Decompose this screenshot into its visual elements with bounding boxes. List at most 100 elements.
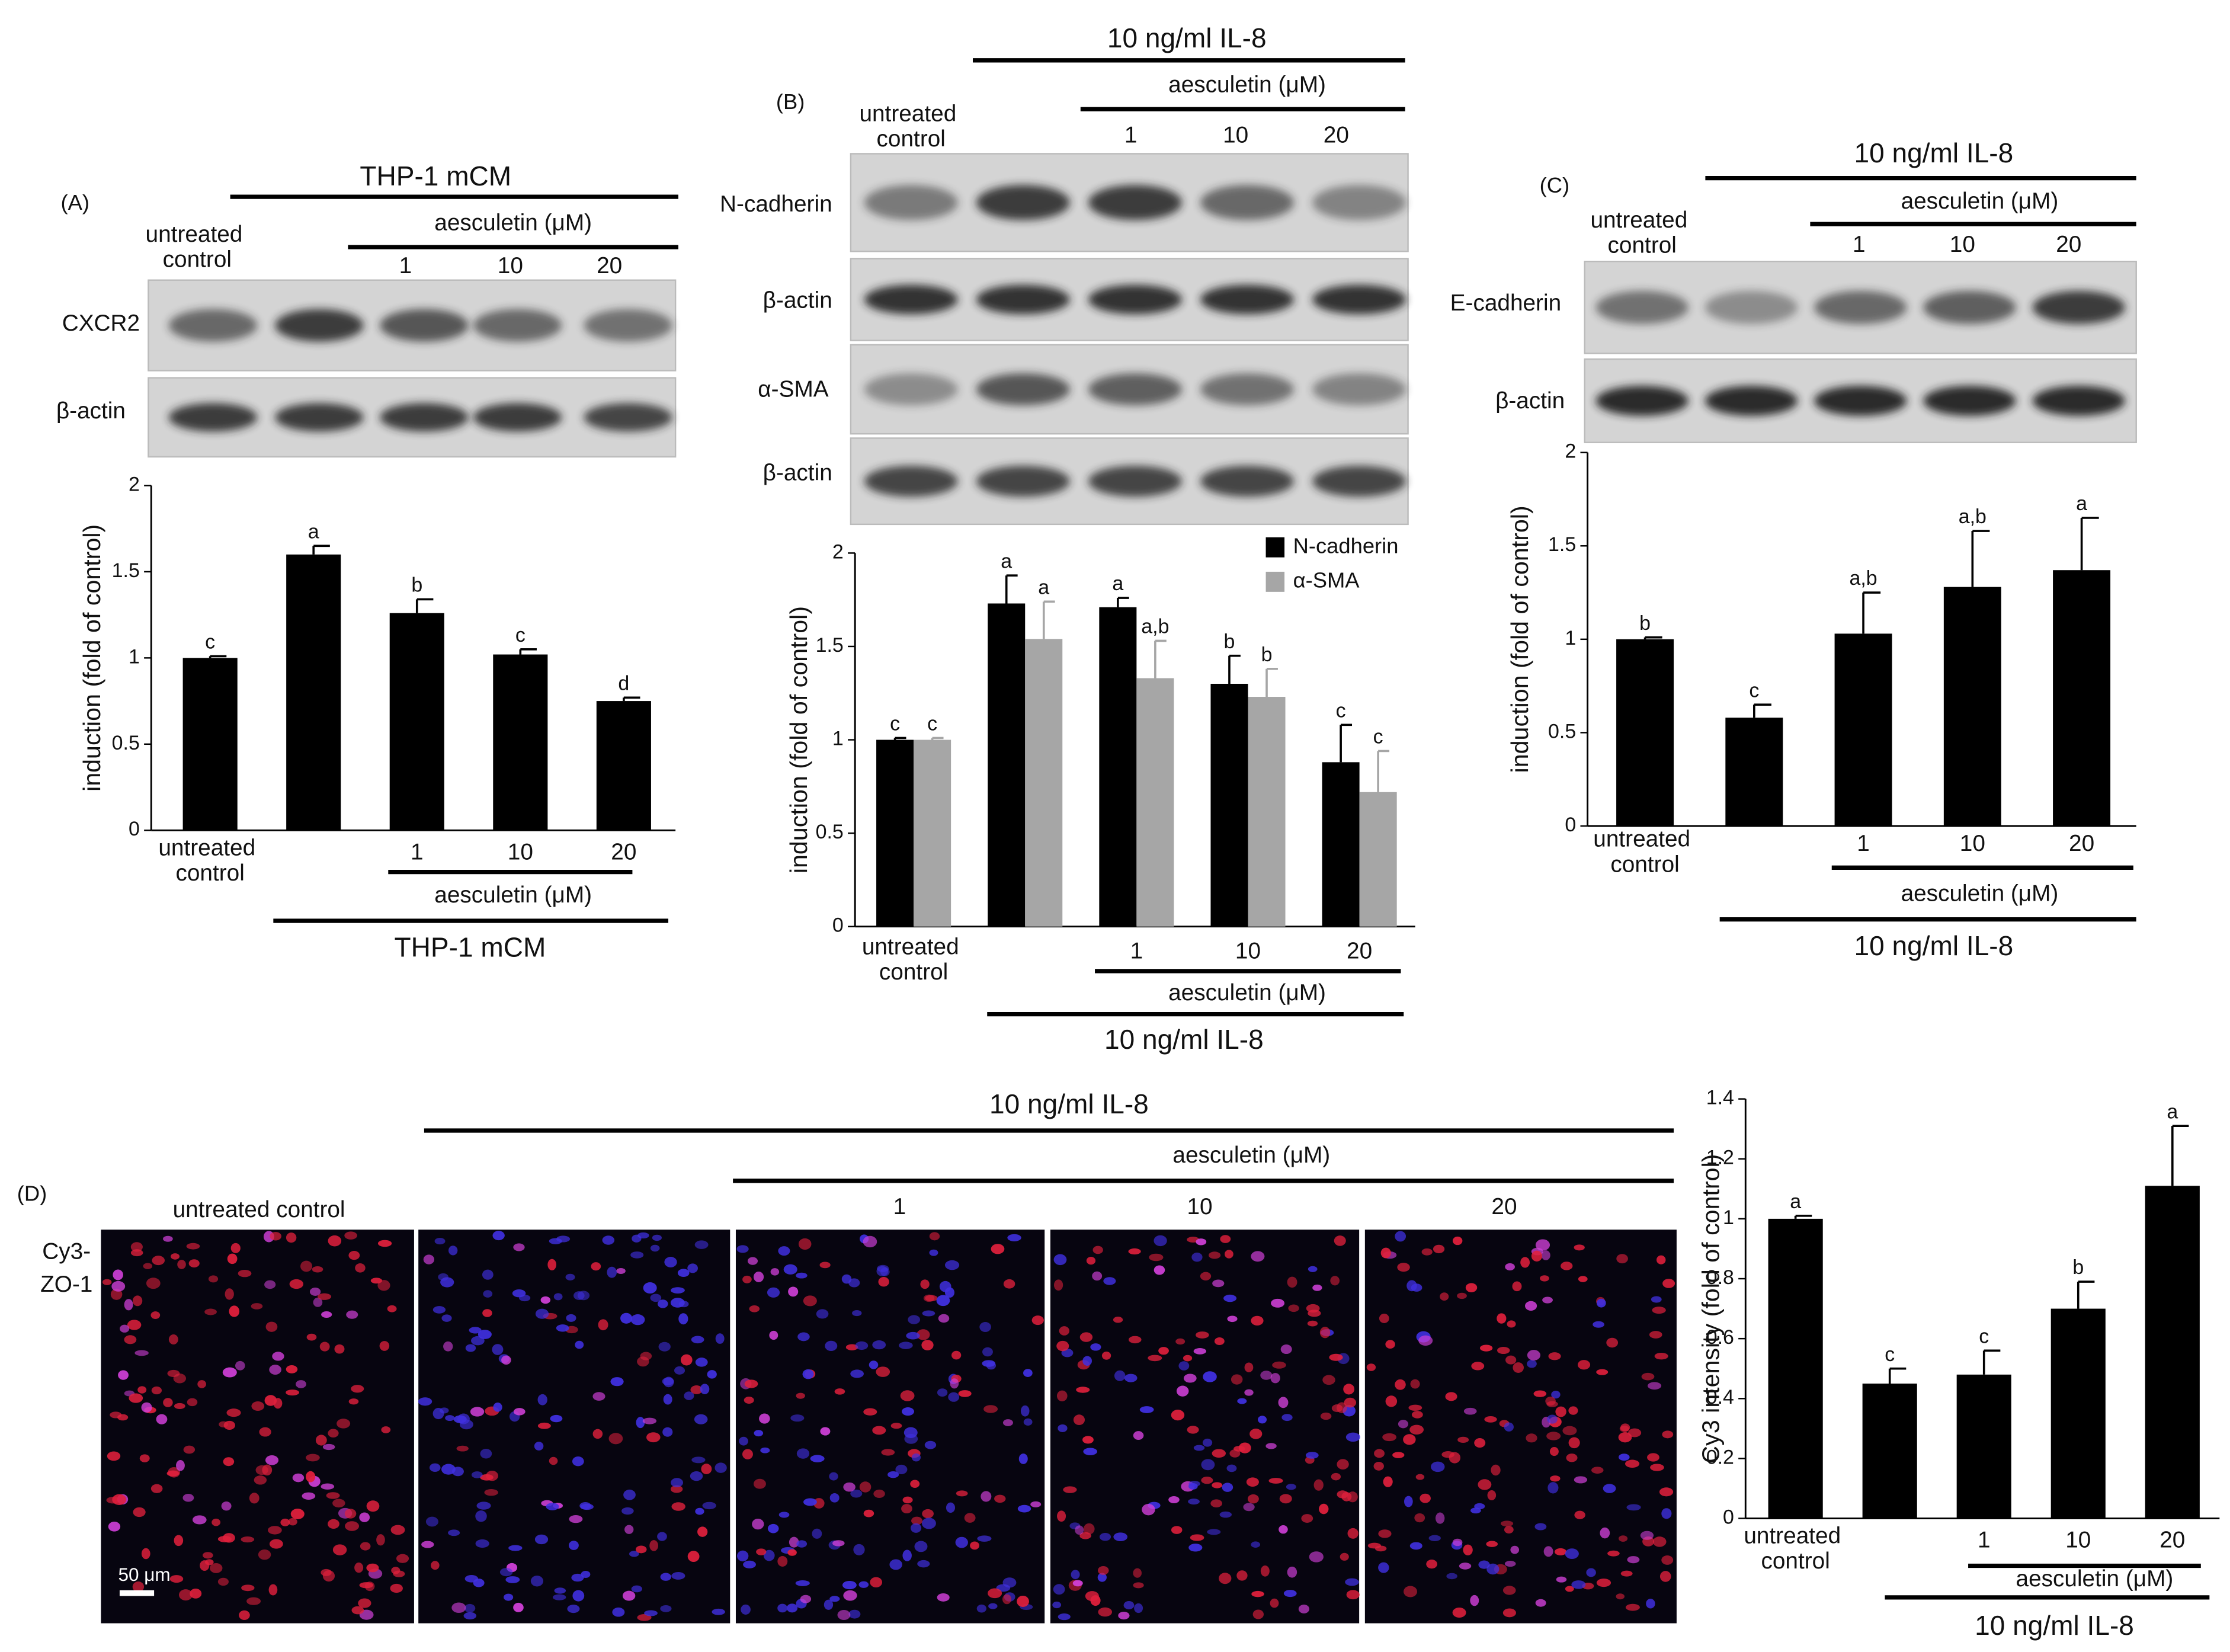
cell-nucleus <box>1654 1352 1668 1360</box>
bar <box>1768 1218 1823 1519</box>
cell-nucleus <box>1247 1494 1259 1504</box>
cell-nucleus <box>270 1232 281 1241</box>
cell-nucleus <box>319 1342 330 1352</box>
cell-nucleus <box>1586 1568 1596 1577</box>
y-tick-label: 1 <box>832 728 844 750</box>
cell-nucleus <box>230 1243 241 1253</box>
cell-nucleus <box>223 1457 235 1467</box>
cell-nucleus <box>251 1401 265 1411</box>
cell-nucleus <box>264 1280 276 1289</box>
cell-nucleus <box>652 1234 662 1241</box>
bar <box>389 613 444 831</box>
cell-nucleus <box>1251 1541 1261 1548</box>
cell-nucleus <box>789 1536 799 1548</box>
annotation: untreated control <box>859 101 963 152</box>
cell-nucleus <box>328 1429 339 1438</box>
cell-nucleus <box>742 1449 753 1459</box>
cell-nucleus <box>1410 1379 1420 1389</box>
cell-nucleus <box>1002 1594 1012 1605</box>
cell-nucleus <box>351 1606 364 1615</box>
cell-nucleus <box>845 1344 858 1350</box>
cell-nucleus <box>671 1287 685 1294</box>
cell-nucleus <box>1227 1315 1238 1323</box>
cell-nucleus <box>1082 1436 1094 1444</box>
cell-nucleus <box>565 1273 575 1280</box>
significance-letter: c <box>1373 726 1383 748</box>
cell-nucleus <box>118 1370 129 1380</box>
cell-nucleus <box>1500 1520 1514 1527</box>
cell-nucleus <box>448 1529 460 1536</box>
cell-nucleus <box>1533 1390 1547 1397</box>
y-tick-label: 2 <box>1565 440 1576 463</box>
y-tick-label: 0.5 <box>112 732 140 754</box>
cell-nucleus <box>1596 1369 1609 1375</box>
cell-nucleus <box>1207 1529 1221 1535</box>
cell-nucleus <box>646 1432 661 1443</box>
significance-letter: c <box>927 713 937 735</box>
cell-nucleus <box>904 1433 918 1444</box>
cell-nucleus <box>707 1370 717 1379</box>
cell-nucleus <box>695 1507 704 1515</box>
cell-nucleus <box>272 1352 284 1361</box>
blot-band <box>1088 284 1182 315</box>
bar <box>2053 570 2111 826</box>
cell-nucleus <box>1470 1595 1479 1606</box>
cell-nucleus <box>124 1299 133 1311</box>
cell-nucleus <box>465 1344 476 1352</box>
cell-nucleus <box>1118 1611 1130 1620</box>
cell-nucleus <box>440 1277 454 1288</box>
cell-nucleus <box>434 1237 446 1245</box>
cell-nucleus <box>1600 1527 1610 1539</box>
cell-nucleus <box>1555 1406 1566 1417</box>
cell-nucleus <box>1171 1526 1183 1534</box>
cell-nucleus <box>1212 1279 1225 1288</box>
cell-nucleus <box>290 1509 305 1519</box>
cell-nucleus <box>1101 1351 1111 1360</box>
cell-nucleus <box>377 1240 392 1247</box>
cell-nucleus <box>914 1541 928 1552</box>
cell-nucleus <box>850 1489 863 1498</box>
cell-nucleus <box>1071 1570 1080 1580</box>
cell-nucleus <box>1484 1416 1497 1423</box>
cell-nucleus <box>1222 1483 1233 1492</box>
cell-nucleus <box>1305 1452 1319 1459</box>
cell-nucleus <box>1075 1525 1084 1535</box>
annotation: 10 <box>1223 123 1248 148</box>
cell-nucleus <box>694 1414 708 1424</box>
y-axis-title: induction (fold of control) <box>78 524 105 792</box>
cell-nucleus <box>1188 1481 1200 1487</box>
cell-nucleus <box>737 1550 749 1562</box>
cell-nucleus <box>1183 1355 1193 1362</box>
cell-nucleus <box>1535 1599 1546 1607</box>
blot-band <box>1200 185 1295 220</box>
cell-nucleus <box>1618 1432 1632 1443</box>
cell-nucleus <box>1244 1389 1254 1396</box>
cell-nucleus <box>1440 1292 1449 1301</box>
annotation: THP-1 mCM <box>360 161 511 191</box>
cell-nucleus <box>983 1405 998 1413</box>
cell-nucleus <box>1565 1586 1574 1592</box>
cell-nucleus <box>1554 1548 1567 1555</box>
cell-nucleus <box>476 1501 491 1510</box>
y-tick-label: 1 <box>1565 627 1576 649</box>
blot-band <box>1200 373 1295 406</box>
cell-nucleus <box>1271 1298 1285 1308</box>
cell-nucleus <box>348 1398 359 1405</box>
cell-nucleus <box>1128 1336 1142 1344</box>
cell-nucleus <box>176 1460 185 1471</box>
cell-nucleus <box>376 1534 385 1546</box>
cell-nucleus <box>1158 1347 1169 1355</box>
blot-band <box>1312 373 1406 406</box>
blot-band <box>1814 386 1907 416</box>
cell-nucleus <box>572 1456 584 1467</box>
cell-nucleus <box>332 1499 345 1508</box>
cell-nucleus <box>1415 1474 1425 1480</box>
cell-nucleus <box>379 1341 390 1351</box>
cell-nucleus <box>796 1540 808 1548</box>
cell-nucleus <box>482 1309 492 1317</box>
cell-nucleus <box>1313 1479 1324 1491</box>
cell-nucleus <box>1562 1426 1577 1436</box>
cell-nucleus <box>346 1310 358 1319</box>
cell-nucleus <box>702 1501 716 1510</box>
cell-nucleus <box>1268 1478 1283 1484</box>
